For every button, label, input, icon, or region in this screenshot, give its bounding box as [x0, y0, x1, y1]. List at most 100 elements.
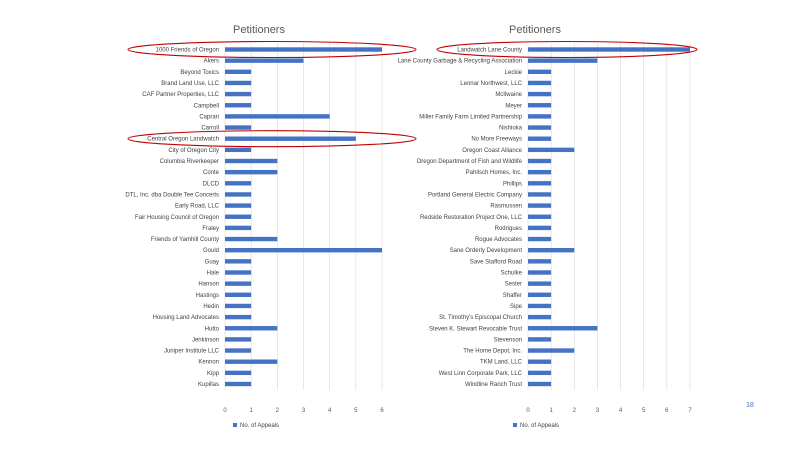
slide-number: 18 [746, 402, 754, 409]
bar [225, 158, 278, 164]
bar [528, 91, 552, 97]
category-label: Shaffer [503, 293, 522, 299]
bar [225, 359, 278, 364]
category-label: 1000 Friends of Oregon [156, 48, 219, 54]
x-tick-label: 1 [549, 408, 553, 414]
legend-label: No. of Appeals [520, 423, 559, 429]
category-label: Kipp [207, 371, 220, 377]
category-label: Phillips [503, 181, 522, 187]
category-label: Rodrigues [495, 226, 522, 232]
x-tick-label: 0 [223, 408, 227, 414]
bar [528, 359, 552, 364]
x-tick-label: 5 [354, 408, 358, 414]
category-label: Guay [205, 259, 219, 265]
category-label: Hedin [203, 304, 219, 310]
category-label: Portland General Electric Company [428, 192, 522, 198]
category-label: Fair Housing Council of Oregon [135, 215, 219, 221]
bar [225, 236, 278, 242]
bar [225, 58, 304, 63]
bar [225, 114, 330, 119]
bar [528, 80, 552, 86]
bar [225, 214, 252, 219]
bar [225, 337, 252, 342]
category-label: Oregon Coast Alliance [462, 148, 522, 154]
bar [225, 203, 252, 208]
bar [225, 303, 252, 309]
bar [225, 181, 252, 186]
bar [528, 281, 552, 286]
bar [225, 69, 252, 74]
category-label: St. Timothy's Episcopal Church [439, 315, 522, 321]
category-label: DTL, Inc. dba Double Tee Concerts [125, 192, 219, 198]
bar [528, 114, 552, 119]
x-tick-label: 5 [642, 408, 646, 414]
bar [225, 91, 252, 97]
x-tick-label: 7 [688, 408, 692, 414]
bar [225, 169, 278, 175]
category-label: Stevenson [494, 337, 522, 343]
category-label: Hutto [205, 326, 220, 332]
category-label: Leckie [505, 70, 523, 76]
bar [225, 192, 252, 197]
bar [528, 248, 575, 253]
bar [225, 259, 252, 264]
category-label: Redside Restoration Project One, LLC [420, 215, 523, 221]
bar [225, 270, 252, 275]
category-label: Rasmussen [490, 204, 522, 210]
category-label: Kupillas [198, 382, 219, 388]
highlight-ellipse [127, 130, 417, 148]
legend: No. of Appeals [513, 423, 559, 429]
bar [225, 348, 252, 353]
category-label: Hale [207, 271, 220, 277]
bar [528, 259, 552, 264]
bar [528, 326, 598, 331]
bar [528, 158, 552, 164]
category-label: Steven K. Stewart Revocable Trust [429, 326, 522, 332]
bar [528, 58, 598, 63]
category-label: Save Stafford Road [470, 259, 522, 265]
category-label: Sane Orderly Development [450, 248, 523, 254]
category-label: McIlwaine [495, 92, 522, 98]
category-label: The Home Depot, Inc. [463, 349, 522, 355]
bar [225, 281, 252, 286]
bar [528, 203, 552, 208]
category-label: CAF Partner Properties, LLC [142, 92, 219, 98]
bar [225, 292, 252, 297]
bar [528, 236, 552, 242]
bar [528, 292, 552, 297]
highlight-ellipse [436, 40, 698, 59]
category-label: Central Oregon Landwatch [147, 137, 219, 143]
category-label: Housing Land Advocates [153, 315, 219, 321]
bar [528, 192, 552, 197]
category-label: Hastings [196, 293, 219, 299]
chart-title: Petitioners [233, 24, 285, 36]
legend-swatch [233, 423, 237, 427]
category-label: Jenkinson [192, 337, 219, 343]
category-label: Schulke [501, 271, 523, 277]
x-tick-label: 2 [276, 408, 280, 414]
category-label: Akers [204, 59, 219, 65]
category-label: City of Oregon City [168, 148, 219, 154]
bar [528, 125, 552, 130]
x-tick-label: 6 [380, 408, 384, 414]
bar [225, 136, 356, 141]
category-label: Lane County Garbage & Recycling Associat… [398, 59, 522, 65]
legend-label: No. of Appeals [240, 423, 279, 429]
bar [528, 381, 552, 387]
bar [528, 147, 575, 153]
bar [528, 270, 552, 275]
category-label: Nishioka [499, 126, 523, 132]
bar [528, 169, 552, 175]
category-label: DLCD [203, 181, 220, 187]
highlight-ellipse [127, 40, 417, 59]
bar [528, 370, 552, 376]
category-label: Kennon [198, 360, 219, 366]
x-tick-label: 3 [302, 408, 306, 414]
x-tick-label: 6 [665, 408, 669, 414]
category-label: Columbia Riverkeeper [160, 159, 219, 165]
bar [225, 125, 252, 130]
petitioners-chart-right: Petitioners Landwatch Lane County Lane Co… [398, 24, 698, 429]
category-label: Early Road, LLC [175, 204, 220, 210]
bar [528, 181, 552, 186]
